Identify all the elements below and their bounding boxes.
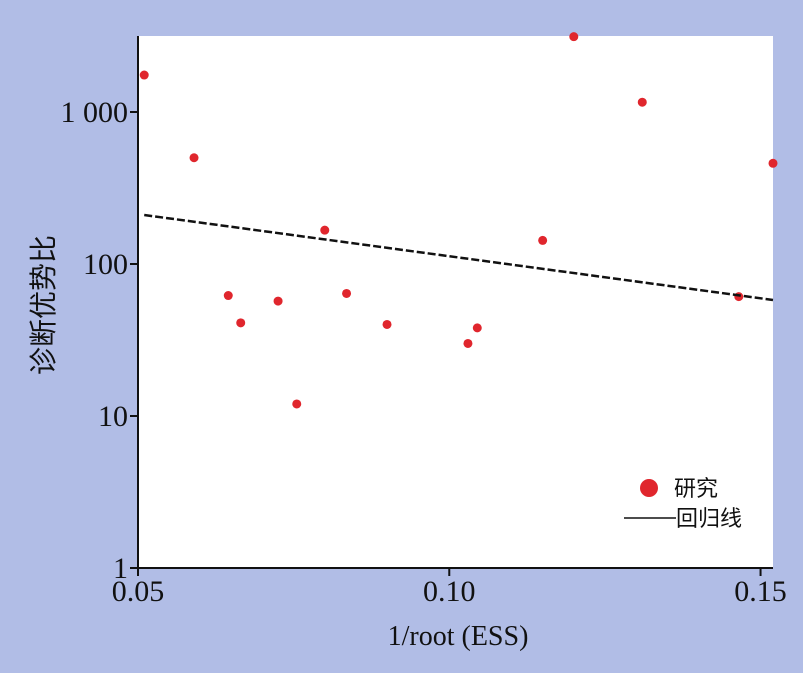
- study-point: [538, 235, 548, 245]
- regression-line-layer: [144, 213, 774, 302]
- study-point: [463, 338, 473, 348]
- study-point: [236, 318, 246, 328]
- study-point: [223, 291, 233, 301]
- x-axis-title: 1/root (ESS): [388, 621, 529, 652]
- study-point: [382, 319, 392, 329]
- regression-line: [144, 213, 774, 302]
- data-points: [139, 32, 778, 409]
- y-tick-label: 1 000: [61, 96, 129, 129]
- study-point: [189, 153, 199, 163]
- legend-marker-study: [640, 479, 658, 497]
- y-tick-label: 10: [98, 400, 128, 433]
- y-axis-ticks: 1 10 100 1 000: [61, 96, 138, 585]
- study-point: [342, 288, 352, 298]
- study-point: [637, 97, 647, 107]
- legend-label-study: 研究: [674, 477, 718, 502]
- x-tick-label: 0.05: [112, 575, 165, 608]
- study-point: [472, 323, 482, 333]
- y-tick-label: 1: [113, 552, 128, 585]
- study-point: [320, 225, 330, 235]
- legend-label-regression: 回归线: [676, 507, 742, 532]
- y-tick-label: 100: [83, 248, 128, 281]
- study-point: [734, 292, 744, 302]
- x-tick-label: 0.15: [734, 575, 787, 608]
- legend: 研究 回归线: [624, 477, 742, 532]
- x-tick-label: 0.10: [423, 575, 476, 608]
- study-point: [139, 70, 149, 80]
- plot-area: [138, 36, 773, 568]
- study-point: [273, 296, 283, 306]
- study-point: [768, 158, 778, 168]
- x-axis-ticks: 0.05 0.10 0.15: [112, 568, 787, 608]
- study-point: [292, 399, 302, 409]
- y-axis-title: 诊断优势比: [28, 235, 60, 375]
- study-point: [569, 32, 579, 42]
